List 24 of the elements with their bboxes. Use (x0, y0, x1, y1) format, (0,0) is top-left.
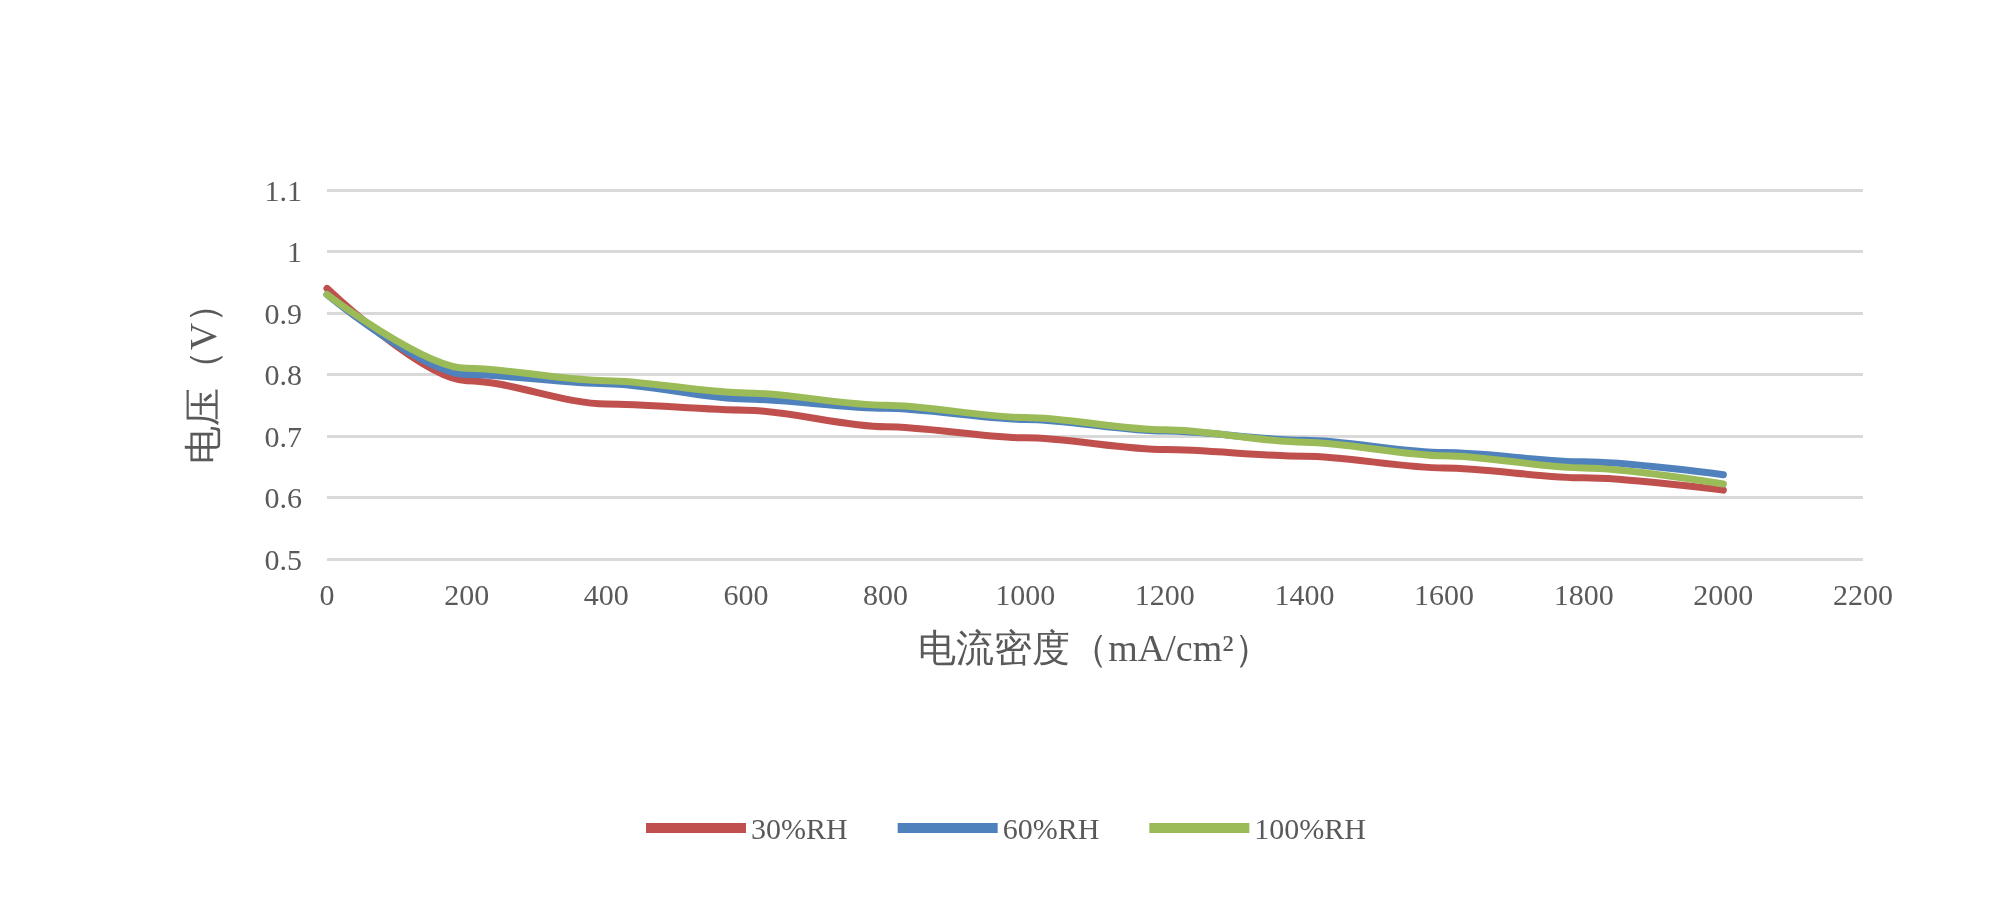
x-tick-label: 600 (723, 577, 769, 611)
x-tick-label: 2200 (1833, 577, 1893, 611)
legend-label: 100%RH (1254, 811, 1366, 845)
x-tick-label: 400 (583, 577, 629, 611)
y-tick-label: 0.5 (264, 542, 302, 576)
y-tick-label: 0.8 (264, 358, 302, 391)
x-tick-label: 1200 (1134, 577, 1195, 611)
y-axis-title: 电压（V） (182, 284, 224, 465)
x-tick-label: 1600 (1414, 577, 1475, 611)
x-tick-label: 1000 (995, 577, 1056, 611)
x-tick-label: 800 (863, 577, 909, 611)
y-tick-label: 0.9 (264, 296, 302, 330)
legend-label: 60%RH (1002, 811, 1100, 845)
x-tick-label: 0 (319, 577, 335, 611)
legend-label: 30%RH (751, 811, 848, 845)
y-tick-label: 1 (287, 235, 302, 268)
y-tick-label: 0.6 (264, 481, 302, 514)
y-tick-label: 1.1 (264, 173, 302, 207)
x-tick-label: 1800 (1553, 577, 1614, 611)
x-axis-title: 电流密度（mA/cm²） (918, 627, 1272, 669)
x-tick-label: 200 (444, 577, 490, 611)
y-tick-label: 0.7 (264, 419, 302, 453)
x-tick-label: 2000 (1693, 577, 1754, 611)
x-tick-label: 1400 (1274, 577, 1335, 611)
